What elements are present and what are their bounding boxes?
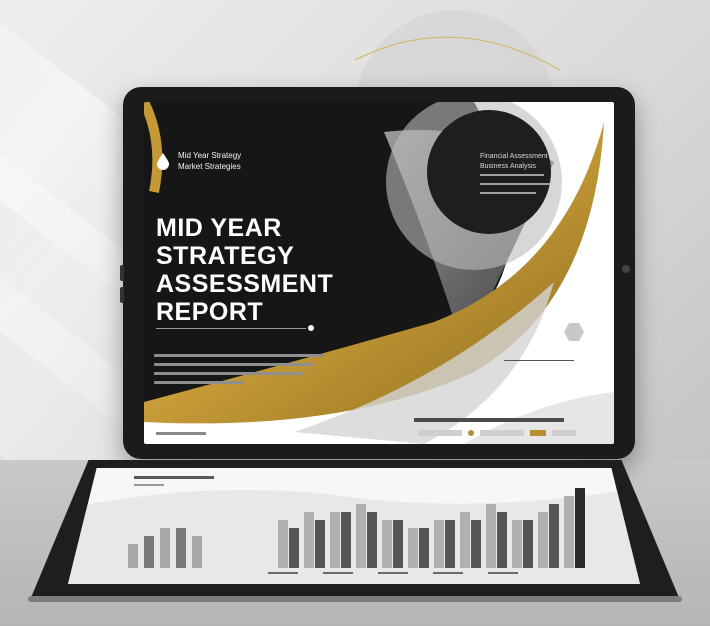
chart-bar bbox=[486, 504, 496, 568]
chart-bar bbox=[523, 520, 533, 568]
side-button bbox=[120, 265, 124, 281]
divider-dot bbox=[308, 325, 314, 331]
chart-bar bbox=[445, 520, 455, 568]
chart-bar bbox=[497, 512, 507, 568]
report-title: MID YEAR STRATEGY ASSESSMENT REPORT bbox=[156, 214, 386, 326]
right-heading-line: Financial Assessment bbox=[480, 153, 548, 160]
stat-box bbox=[418, 430, 462, 436]
stat-accent bbox=[530, 430, 546, 436]
title-line: ASSESSMENT bbox=[156, 270, 334, 298]
chart-bar bbox=[393, 520, 403, 568]
arrow-icon bbox=[504, 360, 574, 361]
chart-bar bbox=[408, 528, 418, 568]
title-line: STRATEGY bbox=[156, 242, 295, 270]
stat-dot bbox=[468, 430, 474, 436]
drop-logo-icon bbox=[156, 152, 170, 170]
chart-bar bbox=[144, 536, 154, 568]
brand-logo: Mid Year Strategy Market Strategies bbox=[156, 150, 241, 172]
chart-caption bbox=[323, 572, 353, 574]
description-text bbox=[154, 354, 324, 390]
text-line bbox=[154, 372, 304, 375]
stats-heading bbox=[414, 418, 564, 422]
chart-bar bbox=[160, 528, 170, 568]
tablet-top: Mid Year Strategy Market Strategies MID … bbox=[120, 87, 635, 459]
bar-chart bbox=[68, 488, 640, 584]
chart-bar bbox=[512, 520, 522, 568]
right-heading-line: Business Analysis bbox=[480, 163, 537, 170]
chart-bar bbox=[356, 504, 366, 568]
footer-text bbox=[156, 432, 206, 435]
chart-bar bbox=[304, 512, 314, 568]
chart-bar bbox=[367, 512, 377, 568]
brand-line-1: Mid Year Strategy bbox=[178, 151, 242, 160]
chart-bar bbox=[434, 520, 444, 568]
text-line bbox=[480, 174, 544, 176]
text-line bbox=[480, 183, 550, 185]
side-button bbox=[120, 287, 124, 303]
chart-bar bbox=[549, 504, 559, 568]
stat-box bbox=[480, 430, 524, 436]
chart-bar bbox=[471, 520, 481, 568]
right-text-lines bbox=[480, 174, 560, 201]
chart-bar bbox=[460, 512, 470, 568]
chart-caption bbox=[378, 572, 408, 574]
chart-bar bbox=[564, 496, 574, 568]
chart-bar bbox=[176, 528, 186, 568]
title-line: REPORT bbox=[156, 298, 264, 326]
chart-bar bbox=[419, 528, 429, 568]
chart-bar bbox=[278, 520, 288, 568]
chart-caption bbox=[268, 572, 298, 574]
chart-bar bbox=[538, 512, 548, 568]
divider-line bbox=[156, 328, 306, 329]
chart-bar bbox=[382, 520, 392, 568]
text-line bbox=[480, 192, 536, 194]
chart-bar bbox=[315, 520, 325, 568]
chart-bar bbox=[192, 536, 202, 568]
text-line bbox=[154, 381, 244, 384]
hexagon-icon bbox=[564, 323, 584, 341]
brand-line-2: Market Strategies bbox=[178, 162, 241, 171]
chart-bar bbox=[128, 544, 138, 568]
chart-caption bbox=[433, 572, 463, 574]
stats-row bbox=[418, 430, 576, 436]
chart-bar bbox=[330, 512, 340, 568]
chart-bar bbox=[341, 512, 351, 568]
chart-bar bbox=[575, 488, 585, 568]
title-line: MID YEAR bbox=[156, 214, 282, 242]
report-cover-screen: Mid Year Strategy Market Strategies MID … bbox=[144, 102, 614, 444]
stat-box bbox=[552, 430, 576, 436]
chart-subheading bbox=[134, 484, 164, 486]
chart-bar bbox=[289, 528, 299, 568]
tablet-edge bbox=[28, 596, 682, 602]
chart-heading bbox=[134, 476, 214, 479]
chart-caption bbox=[488, 572, 518, 574]
text-line bbox=[154, 363, 314, 366]
camera bbox=[622, 265, 630, 273]
report-chart-screen bbox=[68, 468, 640, 584]
brand-name: Mid Year Strategy Market Strategies bbox=[178, 150, 241, 172]
right-heading: Financial Assessment Business Analysis bbox=[480, 152, 548, 172]
text-line bbox=[154, 354, 324, 357]
